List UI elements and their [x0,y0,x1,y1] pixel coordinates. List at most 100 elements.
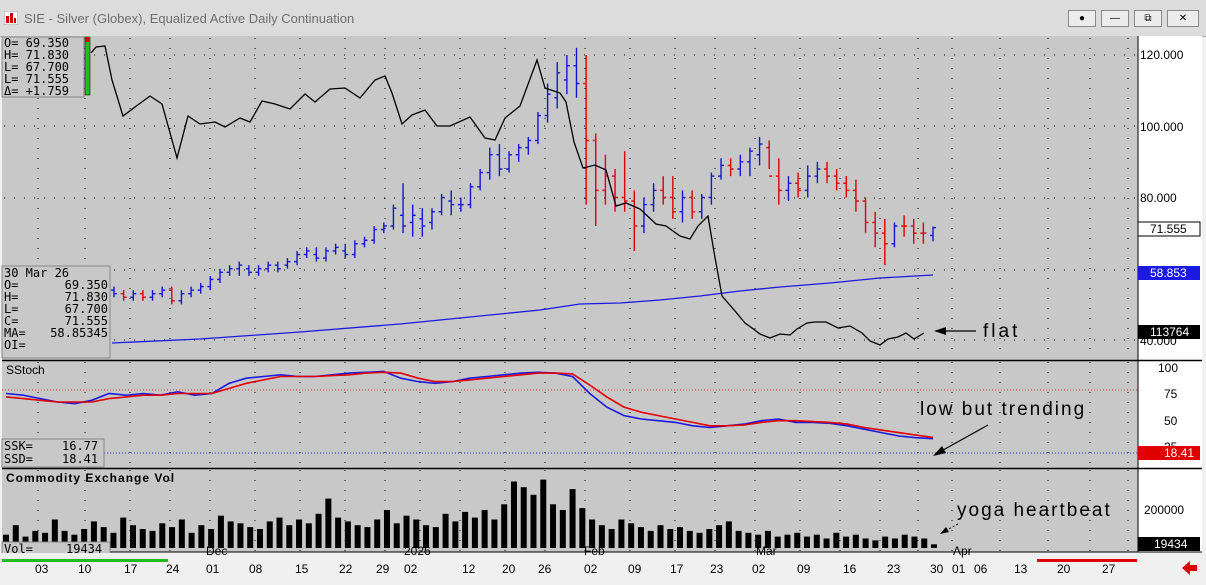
volume-bar [266,521,273,548]
volume-bar [227,521,234,548]
volume-bar [71,534,78,548]
open-interest-line [90,45,925,346]
price-bar [274,261,281,273]
annotation-heartbeat-arrow [942,523,959,533]
price-bar [563,55,570,95]
restore-button[interactable]: ⧉ [1134,10,1162,27]
price-bar [804,165,811,198]
price-bar [833,169,840,191]
price-bar [708,172,715,205]
price-bar [650,183,657,212]
volume-bar [677,527,684,548]
stoch-readout [1,438,105,468]
price-tick-80: 80.000 [1140,191,1177,205]
price-bar [457,197,464,212]
volume-bar [745,532,752,548]
volume-bar [667,529,674,548]
price-bar [332,243,339,255]
price-bar [284,258,291,269]
scroll-left-arrow-icon[interactable] [1182,561,1197,575]
price-bar [640,197,647,234]
stoch-title: SStoch [6,363,45,377]
ohlc-last: L= 71.555 [4,72,69,86]
volume-bar [100,527,107,548]
volume-bar [413,519,420,548]
volume-bar [569,489,576,548]
day-label: 15 [295,562,309,576]
volume-bar [442,513,449,548]
day-label: 22 [339,562,353,576]
day-label: 03 [35,562,49,576]
volume-bar [462,511,469,548]
close-button[interactable]: ✕ [1167,10,1199,27]
price-bar [554,62,561,109]
price-panel [2,36,1138,360]
volume-bar [286,525,293,548]
price-bar [573,47,580,98]
annotation-trending-arrow [935,424,989,455]
price-bar [294,250,301,266]
price-bar [621,151,628,212]
volume-bar [862,538,869,548]
price-bar [544,83,551,123]
price-bar [438,193,445,216]
day-label: 12 [462,562,476,576]
day-label: 16 [843,562,857,576]
volume-bar [3,534,9,548]
volume-bar [393,523,400,548]
data-window-label: OI= [4,338,26,352]
volume-bar [149,530,156,548]
ssk-value: 16.77 [62,439,98,453]
volume-bar [901,534,908,548]
day-label: 01 [952,562,966,576]
volume-bar [169,527,176,548]
volume-bar [178,519,185,548]
close-tag [1137,221,1201,237]
price-bar [930,226,936,242]
price-bar [313,247,320,262]
price-axis [1138,36,1202,552]
stoch-panel [2,361,1138,468]
volume-bar [374,519,381,548]
price-bar [583,55,590,205]
day-label: 02 [404,562,418,576]
data-window-value: 71.830 [65,290,108,304]
volume-bar [657,525,664,548]
volume-bar [51,519,58,548]
price-bar [756,136,763,166]
volume-bar [921,538,928,548]
change-meter [84,36,91,96]
volume-bar [823,538,830,548]
volume-bars [3,479,937,548]
price-bar [139,290,146,301]
volume-bar [315,513,322,548]
price-bar [881,218,888,266]
volume-bar [755,534,762,548]
volume-bar [735,530,742,548]
chart-canvas: 120.000 100.000 80.000 40.000 100 75 50 … [0,36,1206,585]
price-bar [207,275,214,291]
price-tick-100: 100.000 [1140,120,1184,134]
minimize-button[interactable]: — [1101,10,1129,27]
volume-bar [481,510,488,548]
volume-bar [423,525,430,548]
price-bar [255,265,262,276]
volume-bar [276,517,283,548]
data-window-value: 69.350 [65,278,108,292]
price-bar [149,290,156,301]
stoch-tick-50: 50 [1164,414,1178,428]
record-button[interactable]: ● [1068,10,1096,27]
volume-bar [491,519,498,548]
volume-bar [296,519,303,548]
volume-bar [383,510,390,548]
volume-bar [139,529,146,548]
price-bar [814,161,821,184]
volume-bar [344,521,351,548]
price-bar [361,236,368,248]
volume-bar [354,525,361,548]
x-axis-scroll-red [1037,559,1137,562]
data-window-rows: O= 69.350 H= 71.830 L= 67.700 C= 71.555 MA= 58.85… [4,278,108,352]
price-bar [824,161,831,184]
volume-bar [129,525,136,548]
